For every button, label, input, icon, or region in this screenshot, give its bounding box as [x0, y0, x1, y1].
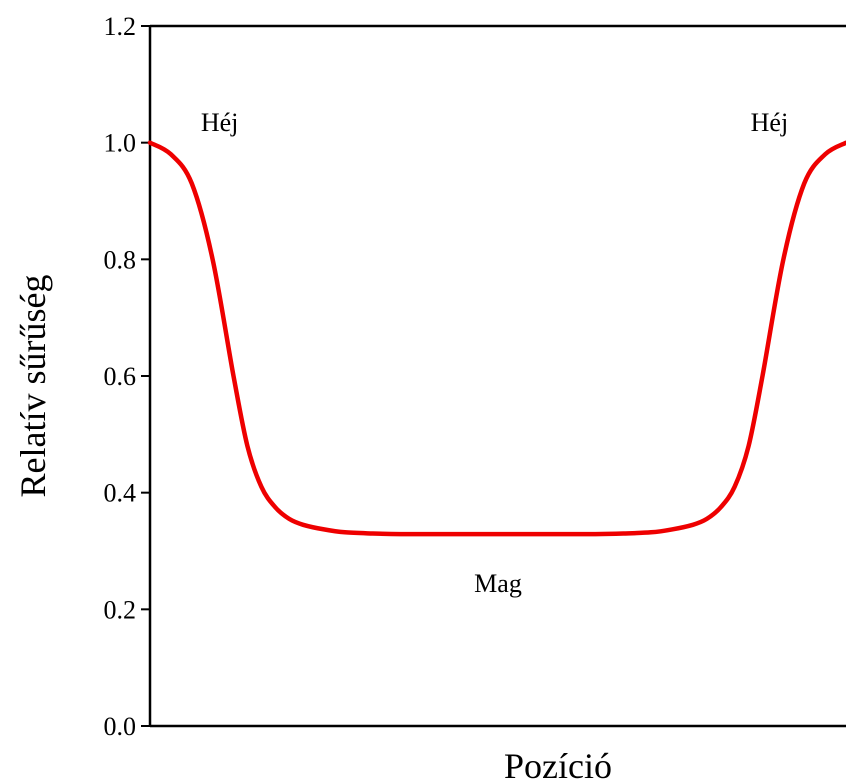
annotation-label: Héj: [201, 108, 239, 137]
y-tick-label: 0.4: [104, 479, 137, 508]
annotations: Héj Héj Mag: [201, 108, 788, 598]
y-tick-label: 1.0: [104, 129, 137, 158]
axes: [148, 24, 846, 728]
y-tick-label: 0.2: [104, 595, 137, 624]
annotation-label: Mag: [474, 569, 522, 598]
density-line: [147, 140, 846, 537]
series-group: [147, 140, 846, 537]
y-axis-ticks: 0.0 0.2 0.4 0.6 0.8 1.0 1.2: [104, 12, 150, 741]
y-tick-label: 0.8: [104, 245, 137, 274]
y-tick-label: 0.6: [104, 362, 137, 391]
y-axis-label: Relatív sűrűség: [13, 275, 53, 498]
y-tick-label: 0.0: [104, 712, 137, 741]
annotation-label: Héj: [751, 108, 789, 137]
y-tick-label: 1.2: [104, 12, 137, 41]
x-axis-label: Pozíció: [504, 746, 612, 783]
